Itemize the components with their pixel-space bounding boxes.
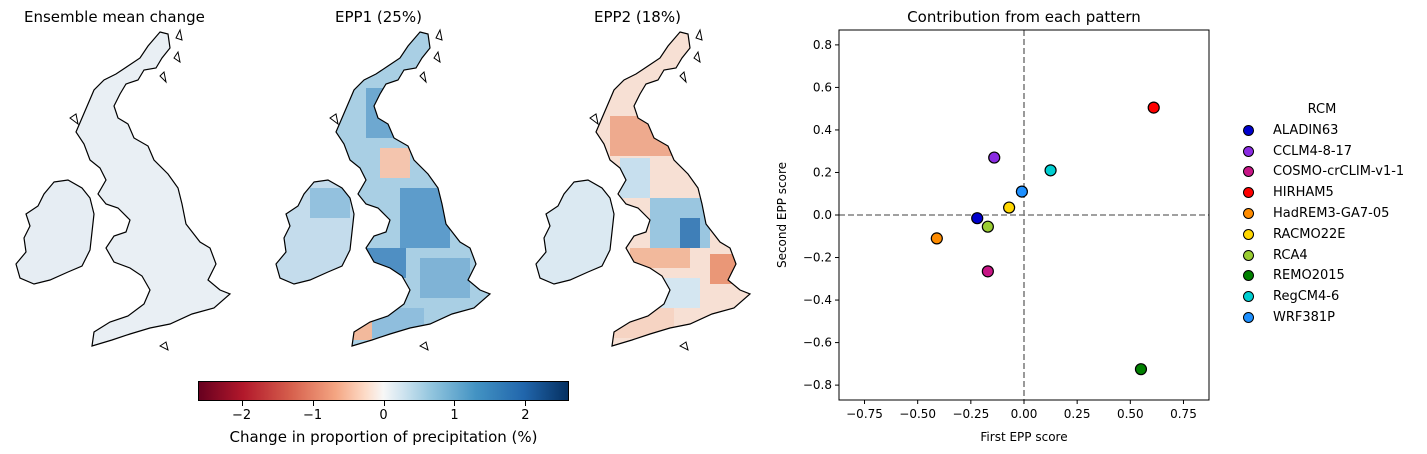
legend-label: HadREM3-GA7-05	[1273, 206, 1390, 222]
scatter-point	[1044, 164, 1057, 177]
y-axis-label: Second EPP score	[775, 162, 789, 268]
map-epp1	[275, 28, 492, 351]
y-tick-label: −0.4	[803, 293, 832, 307]
map-title-ensemble-mean: Ensemble mean change	[24, 8, 205, 26]
legend-label: RegCM4-6	[1273, 289, 1340, 305]
legend-marker	[1243, 312, 1254, 324]
legend-item: HadREM3-GA7-05	[1240, 203, 1404, 224]
scatter-point	[981, 265, 994, 278]
scatter-point	[930, 232, 943, 245]
legend-item: HIRHAM5	[1240, 182, 1404, 203]
scatter-point	[988, 151, 1001, 164]
legend-item: CCLM4-8-17	[1240, 141, 1404, 162]
legend-marker	[1243, 228, 1254, 240]
legend-item: ALADIN63	[1240, 120, 1404, 141]
scatter-point	[1015, 185, 1028, 198]
legend-item: REMO2015	[1240, 266, 1404, 287]
legend-item: COSMO-crCLIM-v1-1	[1240, 162, 1404, 183]
legend-label: RCA4	[1273, 247, 1308, 263]
colorbar-gradient	[198, 381, 569, 401]
colorbar-tick-label: 2	[521, 408, 530, 423]
legend-item: RACMO22E	[1240, 224, 1404, 245]
colorbar-tick	[241, 401, 243, 406]
colorbar-tick	[525, 401, 527, 406]
map-epp2	[535, 28, 752, 351]
y-tick-label: 0.2	[813, 165, 832, 179]
colorbar-label: Change in proportion of precipitation (%…	[229, 428, 538, 446]
legend-label: COSMO-crCLIM-v1-1	[1273, 164, 1405, 180]
y-tick-label: 0.4	[813, 123, 832, 137]
legend-label: HIRHAM5	[1273, 185, 1334, 201]
map-ensemble-mean	[15, 28, 232, 351]
scatter-chart: Contribution from each pattern −0.75 −0.50…	[775, 8, 1210, 444]
colorbar-tick	[383, 401, 385, 406]
x-tick-label: −0.25	[952, 407, 989, 421]
scatter-point	[1147, 101, 1160, 114]
legend-marker	[1243, 270, 1254, 282]
legend-label: RACMO22E	[1273, 226, 1346, 242]
colorbar-tick	[312, 401, 314, 406]
scatter-point	[1134, 363, 1148, 376]
chart-title: Contribution from each pattern	[907, 8, 1141, 26]
scatter-point	[981, 220, 994, 233]
colorbar: −2 −1 0 1 2	[198, 381, 569, 423]
map-title-epp1: EPP1 (25%)	[335, 8, 422, 26]
legend-marker	[1243, 166, 1254, 178]
colorbar-tick	[454, 401, 456, 406]
x-tick-label: 0.00	[1011, 407, 1038, 421]
y-tick-label: 0.0	[813, 208, 832, 222]
y-tick-label: −0.8	[803, 378, 832, 392]
y-tick-label: −0.6	[803, 336, 832, 350]
y-tick-label: −0.2	[803, 251, 832, 265]
legend-label: ALADIN63	[1273, 122, 1339, 138]
x-tick-label: −0.75	[846, 407, 883, 421]
legend-label: REMO2015	[1273, 268, 1345, 284]
y-tick-label: 0.6	[813, 80, 832, 94]
x-axis-label: First EPP score	[980, 430, 1067, 444]
x-tick-label: 0.50	[1117, 407, 1144, 421]
legend-title: RCM	[1307, 102, 1337, 117]
colorbar-tick-label: 0	[379, 408, 388, 423]
map-title-epp2: EPP2 (18%)	[594, 8, 681, 26]
legend-item: RCA4	[1240, 245, 1404, 266]
x-tick-label: −0.50	[899, 407, 936, 421]
legend-marker	[1243, 145, 1254, 157]
legend-item: RegCM4-6	[1240, 286, 1404, 307]
x-tick-label: 0.75	[1170, 407, 1197, 421]
legend-marker	[1243, 187, 1254, 199]
scatter-point	[1003, 201, 1016, 214]
legend-marker	[1243, 124, 1254, 136]
legend-label: CCLM4-8-17	[1273, 143, 1353, 159]
legend-marker	[1243, 208, 1254, 220]
colorbar-tick-label: −2	[231, 408, 252, 423]
legend: RCM ALADIN63 CCLM4-8-17 COSMO-crCLIM-v1-1 H…	[1240, 100, 1404, 328]
legend-item: WRF381P	[1240, 307, 1404, 328]
colorbar-tick-label: −1	[302, 408, 323, 423]
colorbar-tick-label: 1	[450, 408, 459, 423]
legend-marker	[1243, 249, 1254, 261]
x-tick-label: 0.25	[1064, 407, 1091, 421]
legend-marker	[1243, 291, 1254, 303]
legend-label: WRF381P	[1273, 310, 1336, 326]
y-tick-label: 0.8	[813, 38, 832, 52]
scatter-point	[971, 212, 984, 225]
